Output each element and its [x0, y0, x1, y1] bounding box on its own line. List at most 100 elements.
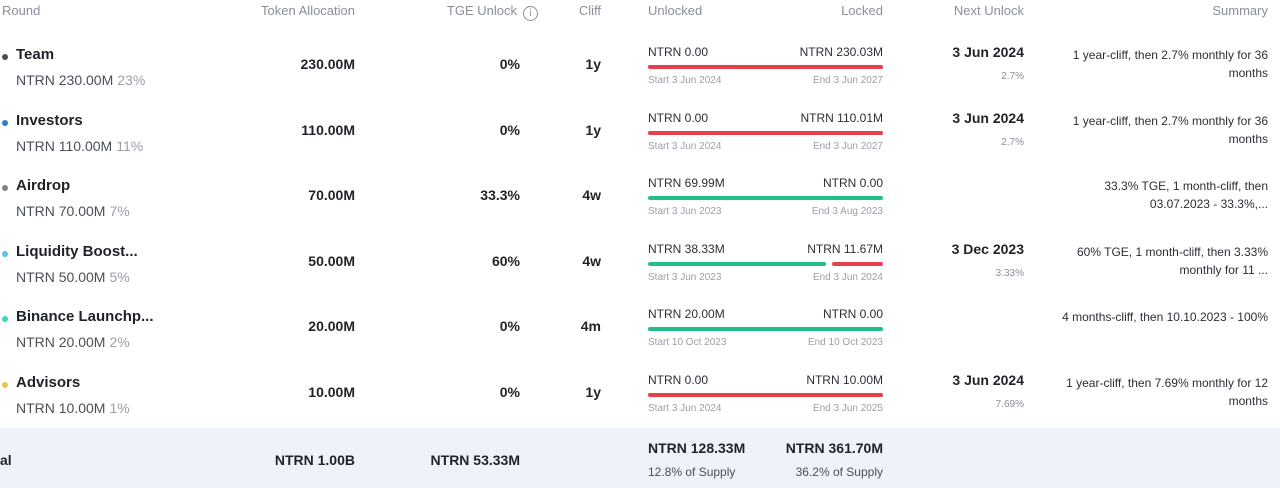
table-row[interactable]: Airdrop NTRN 70.00M 7% 70.00M 33.3% 4w NTRN 69… — [0, 165, 1280, 231]
vesting-end: End 3 Jun 2024 — [812, 272, 883, 283]
vesting-start: Start 3 Jun 2024 — [648, 75, 722, 86]
round-name[interactable]: Investors — [16, 112, 83, 129]
table-row[interactable]: Advisors NTRN 10.00M 1% 10.00M 0% 1y NTRN 0.00… — [0, 362, 1280, 428]
col-cliff[interactable]: Cliff — [578, 3, 601, 18]
locked-amount: NTRN 0.00 — [822, 307, 883, 321]
tge-unlock: 0% — [499, 384, 520, 400]
tge-unlock: 60% — [491, 253, 520, 269]
cliff: 4m — [580, 318, 601, 334]
locked-bar — [648, 393, 883, 397]
round-amount: NTRN 110.00M 11% — [16, 138, 143, 154]
next-unlock-percent: 3.33% — [995, 268, 1024, 279]
vesting-progress-bar — [648, 196, 883, 200]
total-allocation: NTRN 1.00B — [274, 452, 355, 468]
col-tge-label: TGE Unlock — [446, 3, 517, 18]
unlocked-amount: NTRN 0.00 — [648, 111, 709, 125]
round-amount-value: NTRN 70.00M — [16, 203, 106, 219]
vesting-end: End 10 Oct 2023 — [807, 337, 883, 348]
col-allocation[interactable]: Token Allocation — [261, 3, 355, 18]
unlocked-amount: NTRN 0.00 — [648, 45, 709, 59]
vesting-summary: 1 year-cliff, then 7.69% monthly for 12 … — [1066, 376, 1268, 408]
locked-bar — [648, 65, 883, 69]
table-row[interactable]: Binance Launchp... NTRN 20.00M 2% 20.00M 0% 4… — [0, 296, 1280, 362]
col-tge[interactable]: TGE Unlock i — [446, 3, 538, 21]
cliff: 1y — [585, 56, 601, 72]
table-row[interactable]: Liquidity Boost... NTRN 50.00M 5% 50.00M 60%… — [0, 231, 1280, 297]
vesting-summary: 1 year-cliff, then 2.7% monthly for 36 m… — [1072, 48, 1268, 80]
tge-unlock: 0% — [499, 122, 520, 138]
info-icon[interactable]: i — [523, 6, 538, 21]
unlocked-amount: NTRN 38.33M — [648, 242, 725, 256]
round-name[interactable]: Liquidity Boost... — [16, 243, 138, 260]
vesting-summary: 60% TGE, 1 month-cliff, then 3.33% month… — [1077, 245, 1268, 277]
cliff: 4w — [582, 253, 601, 269]
unlocked-bar — [648, 262, 826, 266]
col-unlocked[interactable]: Unlocked — [648, 3, 703, 18]
table-row[interactable]: Investors NTRN 110.00M 11% 110.00M 0% 1y NTRN … — [0, 100, 1280, 166]
next-unlock-date: 3 Jun 2024 — [952, 372, 1024, 388]
next-unlock-date: 3 Jun 2024 — [952, 110, 1024, 126]
total-unlocked: NTRN 128.33M — [648, 440, 746, 456]
col-locked[interactable]: Locked — [841, 3, 883, 18]
unlocked-amount: NTRN 69.99M — [648, 176, 725, 190]
round-name[interactable]: Airdrop — [16, 177, 71, 194]
vesting-end: End 3 Jun 2025 — [812, 403, 883, 414]
table-row[interactable]: Team NTRN 230.00M 23% 230.00M 0% 1y NTRN 0.00 N… — [0, 34, 1280, 100]
vesting-start: Start 3 Jun 2024 — [648, 141, 722, 152]
round-name[interactable]: Advisors — [16, 374, 81, 391]
round-color-dot — [2, 54, 8, 60]
token-allocation: 70.00M — [308, 187, 355, 203]
round-amount: NTRN 50.00M 5% — [16, 269, 130, 285]
vesting-start: Start 3 Jun 2024 — [648, 403, 722, 414]
round-share: 2% — [109, 334, 130, 350]
vesting-summary: 33.3% TGE, 1 month-cliff, then 03.07.202… — [1104, 179, 1268, 211]
col-summary[interactable]: Summary — [1212, 3, 1268, 18]
locked-amount: NTRN 11.67M — [807, 242, 883, 256]
vesting-end: End 3 Aug 2023 — [811, 206, 883, 217]
round-share: 1% — [109, 400, 130, 416]
vesting-progress-bar — [648, 65, 883, 69]
round-color-dot — [2, 382, 8, 388]
col-round[interactable]: Round — [2, 3, 41, 18]
token-allocation: 230.00M — [300, 56, 355, 72]
next-unlock-percent: 2.7% — [1001, 71, 1024, 82]
vesting-progress-bar — [648, 131, 883, 135]
table-header: Round Token Allocation TGE Unlock i Cliff… — [0, 0, 1280, 24]
round-amount: NTRN 230.00M 23% — [16, 72, 145, 88]
round-share: 11% — [116, 138, 144, 154]
round-color-dot — [2, 185, 8, 191]
unlocked-bar — [648, 327, 883, 331]
token-allocation: 20.00M — [308, 318, 355, 334]
vesting-start: Start 10 Oct 2023 — [648, 337, 727, 348]
round-amount-value: NTRN 10.00M — [16, 400, 106, 416]
col-next-unlock[interactable]: Next Unlock — [953, 3, 1024, 18]
unlocked-bar — [648, 196, 883, 200]
round-name[interactable]: Binance Launchp... — [16, 308, 154, 325]
round-share: 5% — [109, 269, 130, 285]
token-allocation: 110.00M — [301, 122, 355, 138]
tge-unlock: 0% — [499, 318, 520, 334]
next-unlock-date: 3 Dec 2023 — [951, 241, 1024, 257]
locked-amount: NTRN 0.00 — [822, 176, 883, 190]
total-tge: NTRN 53.33M — [430, 452, 520, 468]
vesting-progress-bar — [648, 393, 883, 397]
unlocked-amount: NTRN 20.00M — [648, 307, 725, 321]
round-name[interactable]: Team — [16, 46, 55, 63]
round-amount: NTRN 20.00M 2% — [16, 334, 130, 350]
tge-unlock: 0% — [499, 56, 520, 72]
vesting-end: End 3 Jun 2027 — [812, 75, 883, 86]
total-row: al NTRN 1.00B NTRN 53.33M NTRN 128.33M 1… — [0, 428, 1280, 488]
vesting-start: Start 3 Jun 2023 — [648, 272, 722, 283]
cliff: 1y — [585, 122, 601, 138]
locked-bar — [648, 131, 883, 135]
locked-amount: NTRN 10.00M — [806, 373, 883, 387]
total-label: al — [0, 452, 12, 468]
next-unlock-percent: 2.7% — [1001, 137, 1024, 148]
total-locked: NTRN 361.70M — [785, 440, 883, 456]
round-amount-value: NTRN 20.00M — [16, 334, 106, 350]
tge-unlock: 33.3% — [480, 187, 520, 203]
vesting-start: Start 3 Jun 2023 — [648, 206, 722, 217]
locked-bar — [832, 262, 883, 266]
locked-amount: NTRN 230.03M — [799, 45, 883, 59]
